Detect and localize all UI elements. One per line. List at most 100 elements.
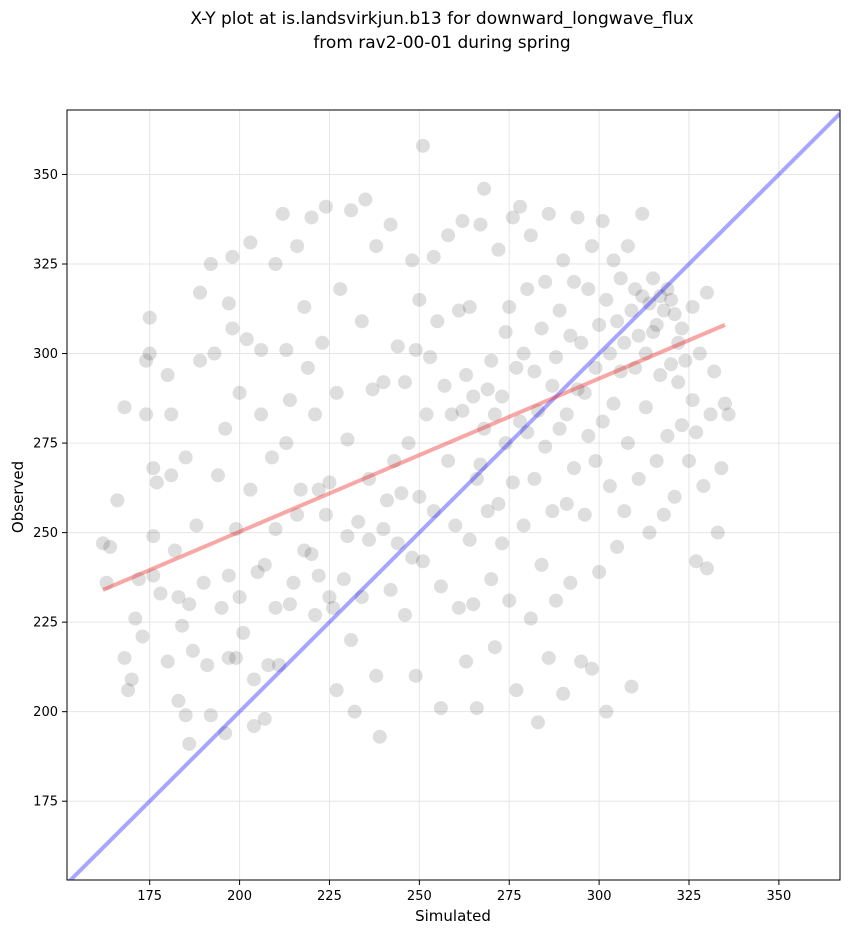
data-point [649, 317, 664, 332]
data-point [365, 382, 380, 397]
data-point [117, 650, 132, 665]
data-point [408, 342, 423, 357]
data-point [646, 271, 661, 286]
data-point [390, 536, 405, 551]
x-tick-label: 300 [587, 889, 612, 904]
data-point [681, 453, 696, 468]
data-point [541, 206, 556, 221]
data-point [99, 575, 114, 590]
data-point [638, 346, 653, 361]
data-point [358, 192, 373, 207]
y-tick-label: 350 [33, 168, 58, 183]
data-point [692, 346, 707, 361]
data-point [599, 292, 614, 307]
data-point [495, 389, 510, 404]
data-point [664, 292, 679, 307]
data-point [225, 249, 240, 264]
data-point [530, 715, 545, 730]
data-point [491, 496, 506, 511]
data-point [595, 414, 610, 429]
data-point [487, 407, 502, 422]
data-point [538, 439, 553, 454]
data-point [513, 414, 528, 429]
data-point [462, 299, 477, 314]
data-point [588, 360, 603, 375]
data-point [121, 683, 136, 698]
data-point [441, 228, 456, 243]
data-point [189, 518, 204, 533]
data-point [228, 522, 243, 537]
data-point [642, 296, 657, 311]
data-point [221, 568, 236, 583]
data-point [462, 532, 477, 547]
data-point [250, 565, 265, 579]
y-axis-label: Observed [9, 461, 27, 533]
identity-line [67, 112, 840, 880]
y-tick-label: 300 [33, 347, 58, 362]
data-point [480, 382, 495, 397]
data-point [297, 543, 312, 558]
data-point [660, 428, 675, 443]
data-point [620, 239, 635, 254]
data-point [362, 532, 377, 547]
chart-subtitle: from rav2-00-01 during spring [313, 33, 570, 53]
data-point [545, 504, 560, 519]
data-point [326, 600, 341, 615]
data-point [308, 607, 323, 622]
data-point [221, 650, 236, 665]
data-point [193, 285, 208, 300]
data-point [311, 482, 326, 497]
data-point [218, 726, 233, 741]
data-point [674, 418, 689, 433]
data-point [344, 203, 359, 218]
data-point [340, 529, 355, 544]
data-point [419, 407, 434, 422]
data-point [628, 282, 643, 297]
data-point [376, 375, 391, 390]
data-point [451, 303, 466, 318]
grid [67, 110, 840, 880]
data-point [300, 360, 315, 375]
y-tick-label: 225 [33, 616, 58, 631]
x-tick-label: 200 [227, 889, 252, 904]
data-point [635, 206, 650, 221]
data-point [362, 471, 377, 486]
data-point [304, 210, 319, 225]
data-point [232, 385, 247, 400]
data-point [232, 590, 247, 605]
data-point [599, 704, 614, 719]
data-point [653, 289, 668, 304]
data-point [606, 396, 621, 411]
y-tick-label: 275 [33, 437, 58, 452]
data-point [308, 407, 323, 422]
data-point [548, 350, 563, 365]
data-point [264, 450, 279, 465]
data-point [397, 375, 412, 390]
data-point [656, 303, 671, 318]
data-point [545, 378, 560, 393]
data-point [495, 536, 510, 551]
data-point [574, 654, 589, 669]
data-point [459, 654, 474, 669]
data-point [710, 525, 725, 540]
data-point [182, 736, 197, 751]
data-point [610, 314, 625, 329]
data-point [297, 299, 312, 314]
data-point [239, 332, 254, 347]
data-point [541, 650, 556, 665]
data-point [584, 239, 599, 254]
data-point [491, 242, 506, 257]
data-point [660, 282, 675, 297]
data-point [477, 421, 492, 436]
data-point [383, 217, 398, 232]
data-point [369, 668, 384, 683]
data-point [221, 296, 236, 311]
data-point [466, 389, 481, 404]
data-point [667, 489, 682, 504]
data-point [559, 407, 574, 422]
data-point [577, 507, 592, 522]
data-point [196, 575, 211, 590]
data-point [257, 557, 272, 572]
y-tick-label: 175 [33, 795, 58, 810]
data-point [282, 597, 297, 612]
